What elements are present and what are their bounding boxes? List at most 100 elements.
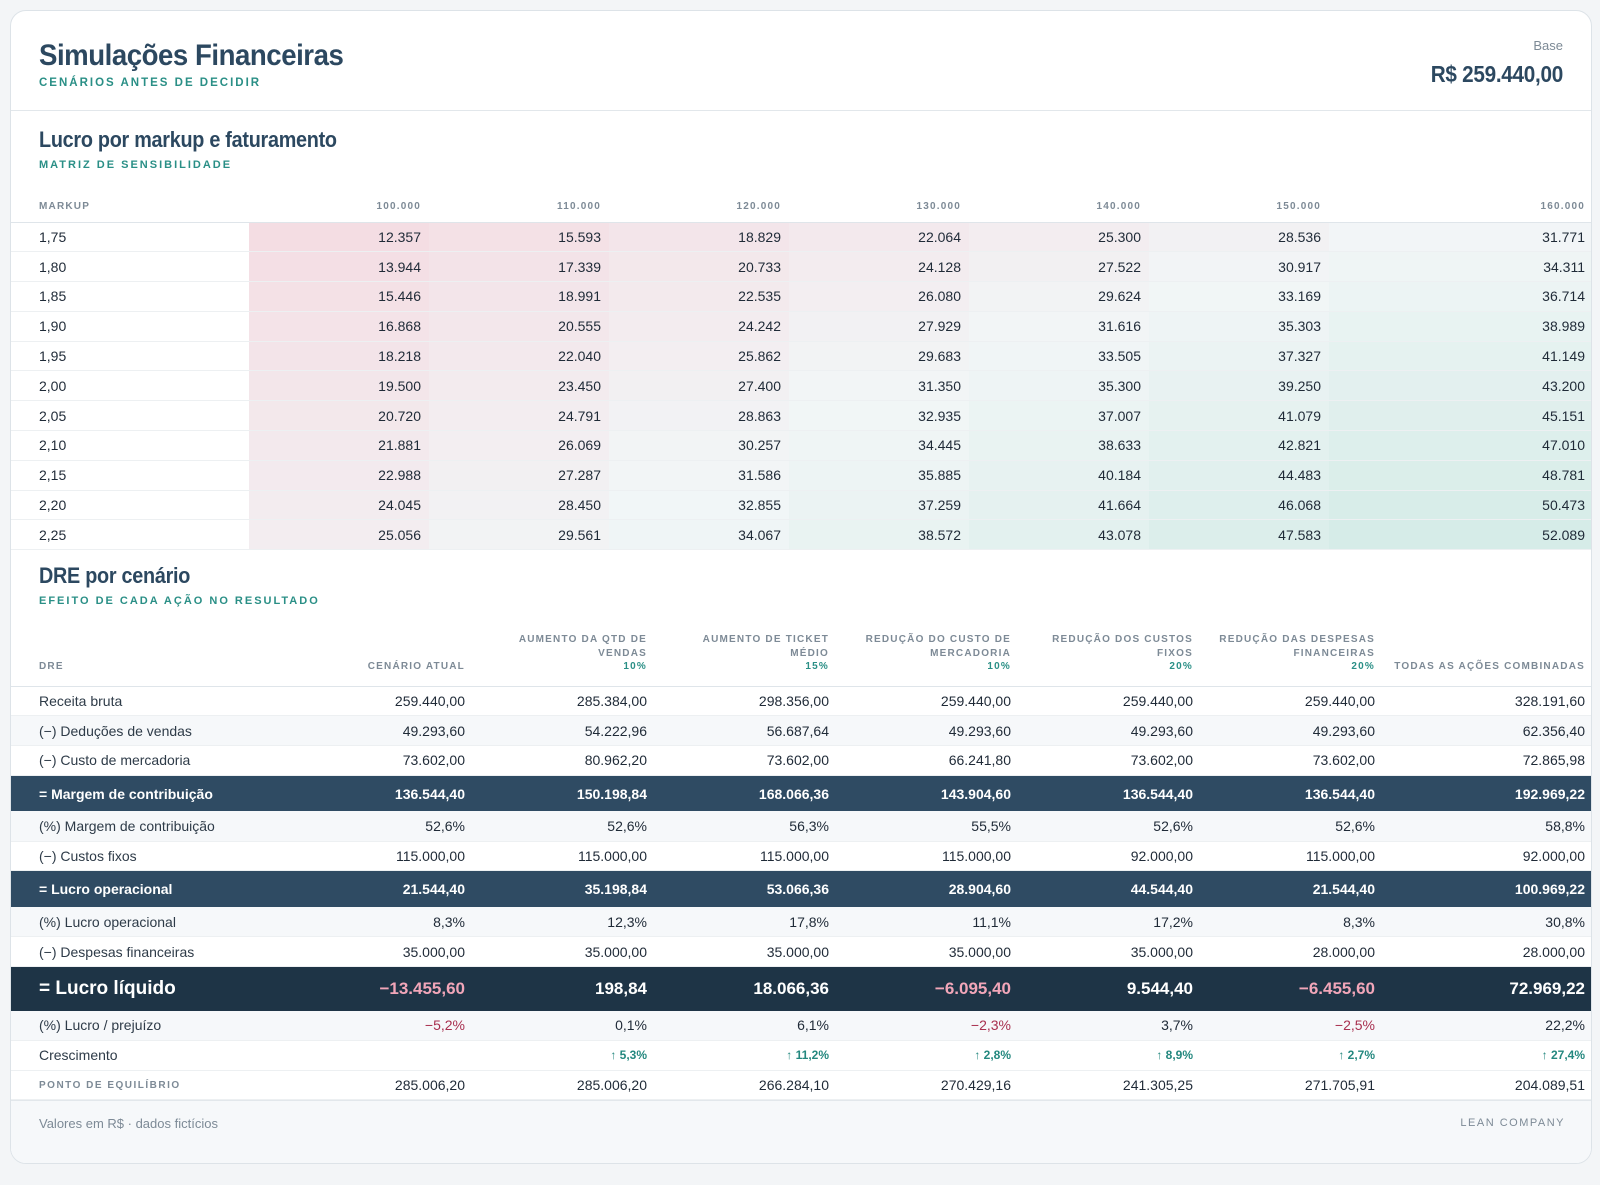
matrix-cell: 43.200	[1329, 370, 1591, 402]
matrix-cell: 12.357	[249, 222, 429, 253]
matrix-cell: 37.259	[789, 490, 969, 521]
matrix-cell: 27.400	[609, 370, 789, 402]
matrix-cell: 37.007	[969, 400, 1149, 432]
matrix-row: 2,25 25.056 29.561 34.067 38.572 43.078 47.583…	[11, 519, 1591, 551]
dre-cell: 192.969,22	[1383, 775, 1591, 812]
dre-row: (%) Margem de contribuição 52,6% 52,6% 56,3…	[11, 811, 1591, 842]
dre-cell: 35.198,84	[473, 870, 655, 907]
dre-cell: 259.440,00	[837, 686, 1019, 717]
dre-cell: 6,1%	[655, 1010, 837, 1041]
dre-cell: 56,3%	[655, 811, 837, 842]
matrix-cell: 26.080	[789, 281, 969, 312]
scenario-percent: 20%	[1169, 661, 1193, 672]
dre-cell: 17,2%	[1019, 906, 1201, 938]
dre-cell: −6.455,60	[1201, 966, 1383, 1011]
dre-cell: 49.293,60	[281, 715, 473, 747]
dre-row-label: (−) Custo de mercadoria	[11, 745, 281, 776]
dre-cell: 285.384,00	[473, 686, 655, 717]
dre-cell: 72.969,22	[1383, 966, 1591, 1011]
matrix-cell: 40.184	[969, 460, 1149, 491]
scenario-label: AUMENTO DE TICKET MÉDIO	[702, 634, 829, 659]
dre-cell: 28.904,60	[837, 870, 1019, 907]
matrix-cell: 25.862	[609, 341, 789, 372]
dre-cell	[281, 1040, 473, 1071]
dre-row-label: = Margem de contribuição	[11, 775, 281, 812]
dre-cell: −5,2%	[281, 1010, 473, 1041]
matrix-cell: 25.056	[249, 519, 429, 551]
matrix-cell: 29.561	[429, 519, 609, 551]
matrix-col-header: 160.000	[1329, 183, 1591, 223]
dre-cell: 80.962,20	[473, 745, 655, 776]
matrix-cell: 16.868	[249, 311, 429, 342]
matrix-cell: 27.287	[429, 460, 609, 491]
company-name: LEAN COMPANY	[1460, 1117, 1565, 1129]
dre-cell: 0,1%	[473, 1010, 655, 1041]
dre-cell: 21.544,40	[281, 870, 473, 907]
dre-col-header: AUMENTO DA QTD DE VENDAS 10%	[473, 613, 655, 687]
dre-row: = Margem de contribuição 136.544,40 150.19…	[11, 775, 1591, 812]
dre-cell: 9.544,40	[1019, 966, 1201, 1011]
dre-cell: 270.429,16	[837, 1070, 1019, 1101]
dre-cell: 3,7%	[1019, 1010, 1201, 1041]
dre-table: DRE CENÁRIO ATUAL AUMENTO DA QTD DE VENDA…	[11, 613, 1591, 1101]
matrix-cell: 34.311	[1329, 251, 1591, 283]
simulation-card: Simulações Financeiras CENÁRIOS ANTES DE…	[10, 10, 1592, 1164]
matrix-cell: 31.616	[969, 311, 1149, 342]
matrix-cell: 34.067	[609, 519, 789, 551]
matrix-cell: 20.733	[609, 251, 789, 283]
dre-col-header: REDUÇÃO DAS DESPESAS FINANCEIRAS 20%	[1201, 613, 1383, 687]
matrix-row: 1,75 12.357 15.593 18.829 22.064 25.300 28.536…	[11, 222, 1591, 253]
matrix-cell: 23.450	[429, 370, 609, 402]
matrix-cell: 30.917	[1149, 251, 1329, 283]
dre-cell: ↑ 11,2%	[655, 1040, 837, 1071]
dre-cell: 49.293,60	[1019, 715, 1201, 747]
matrix-row: 1,80 13.944 17.339 20.733 24.128 27.522 30.917…	[11, 251, 1591, 283]
page-subtitle: CENÁRIOS ANTES DE DECIDIR	[39, 77, 262, 89]
matrix-cell: 44.483	[1149, 460, 1329, 491]
dre-cell: −6.095,40	[837, 966, 1019, 1011]
dre-cell: 92.000,00	[1019, 841, 1201, 872]
dre-body: Receita bruta 259.440,00 285.384,00 298.356…	[11, 686, 1591, 1101]
dre-cell: 58,8%	[1383, 811, 1591, 842]
markup-label: 2,25	[11, 519, 249, 551]
matrix-cell: 20.720	[249, 400, 429, 432]
matrix-body: 1,75 12.357 15.593 18.829 22.064 25.300 28.536…	[11, 222, 1591, 551]
dre-row: (−) Custo de mercadoria 73.602,00 80.962,2…	[11, 745, 1591, 776]
scenario-percent: 10%	[623, 661, 647, 672]
matrix-cell: 38.572	[789, 519, 969, 551]
dre-row: (−) Despesas financeiras 35.000,00 35.000,…	[11, 936, 1591, 968]
matrix-cell: 47.583	[1149, 519, 1329, 551]
matrix-cell: 36.714	[1329, 281, 1591, 312]
markup-label: 1,95	[11, 341, 249, 372]
dre-col-header: CENÁRIO ATUAL	[281, 613, 473, 687]
matrix-subtitle: MATRIZ DE SENSIBILIDADE	[39, 159, 233, 171]
dre-cell: 271.705,91	[1201, 1070, 1383, 1101]
dre-cell: 52,6%	[1019, 811, 1201, 842]
matrix-cell: 24.242	[609, 311, 789, 342]
matrix-cell: 30.257	[609, 430, 789, 461]
dre-cell: 259.440,00	[1019, 686, 1201, 717]
dre-cell: 73.602,00	[655, 745, 837, 776]
dre-cell: 285.006,20	[281, 1070, 473, 1101]
matrix-cell: 20.555	[429, 311, 609, 342]
scenario-percent: 15%	[805, 661, 829, 672]
dre-cell: −2,5%	[1201, 1010, 1383, 1041]
dre-row: Receita bruta 259.440,00 285.384,00 298.356…	[11, 686, 1591, 717]
dre-header-row: DRE CENÁRIO ATUAL AUMENTO DA QTD DE VENDA…	[11, 613, 1591, 687]
scenario-label: REDUÇÃO DOS CUSTOS FIXOS	[1052, 634, 1193, 659]
dre-cell: 8,3%	[1201, 906, 1383, 938]
dre-cell: 52,6%	[281, 811, 473, 842]
matrix-cell: 43.078	[969, 519, 1149, 551]
matrix-row: 2,00 19.500 23.450 27.400 31.350 35.300 39.250…	[11, 370, 1591, 402]
matrix-row: 2,15 22.988 27.287 31.586 35.885 40.184 44.483…	[11, 460, 1591, 491]
matrix-col-header: 110.000	[429, 183, 609, 223]
dre-row: (%) Lucro operacional 8,3% 12,3% 17,8% 11,1%…	[11, 906, 1591, 938]
dre-cell: 49.293,60	[1201, 715, 1383, 747]
matrix-cell: 31.771	[1329, 222, 1591, 253]
matrix-cell: 22.064	[789, 222, 969, 253]
dre-cell: 17,8%	[655, 906, 837, 938]
dre-row: = Lucro líquido −13.455,60 198,84 18.066,36…	[11, 966, 1591, 1011]
dre-cell: ↑ 27,4%	[1383, 1040, 1591, 1071]
matrix-cell: 19.500	[249, 370, 429, 402]
matrix-cell: 48.781	[1329, 460, 1591, 491]
